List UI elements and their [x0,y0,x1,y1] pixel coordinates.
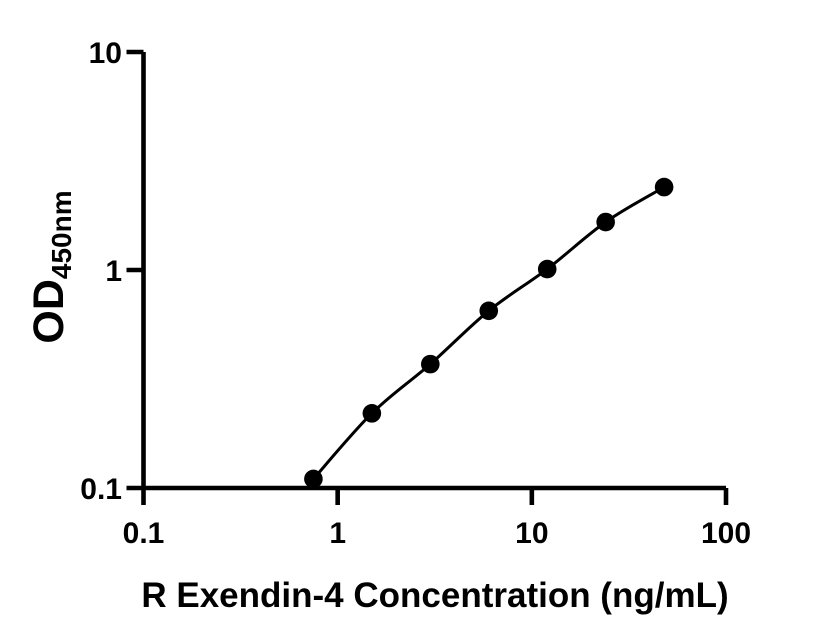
y-tick-label: 0.1 [80,473,122,506]
data-point-marker [421,354,440,374]
x-tick-label: 0.1 [123,517,165,550]
x-axis-title: R Exendin-4 Concentration (ng/mL) [141,576,728,615]
data-point-marker [537,259,557,279]
data-series [304,177,674,489]
x-tick-label: 100 [701,517,751,550]
y-tick-label: 10 [89,37,122,70]
standard-curve-line [311,185,666,481]
y-axis-title-subscript: 450nm [46,190,77,279]
x-tick-label: 1 [329,517,346,550]
y-tick-label: 1 [105,255,122,288]
data-point-marker [596,212,615,232]
x-tick-label: 10 [515,517,548,550]
data-point-marker [304,469,323,489]
axes [141,52,726,491]
data-point-marker [654,177,674,197]
data-point-marker [479,301,499,321]
y-axis-title-main: OD [25,279,73,344]
data-point-marker [362,404,382,423]
tick-labels: 0.1 1 10 100 0.1 1 10 [80,37,751,550]
axis-spine [141,52,726,491]
axis-ticks [126,49,729,505]
y-axis-title: OD450nm [25,190,77,343]
